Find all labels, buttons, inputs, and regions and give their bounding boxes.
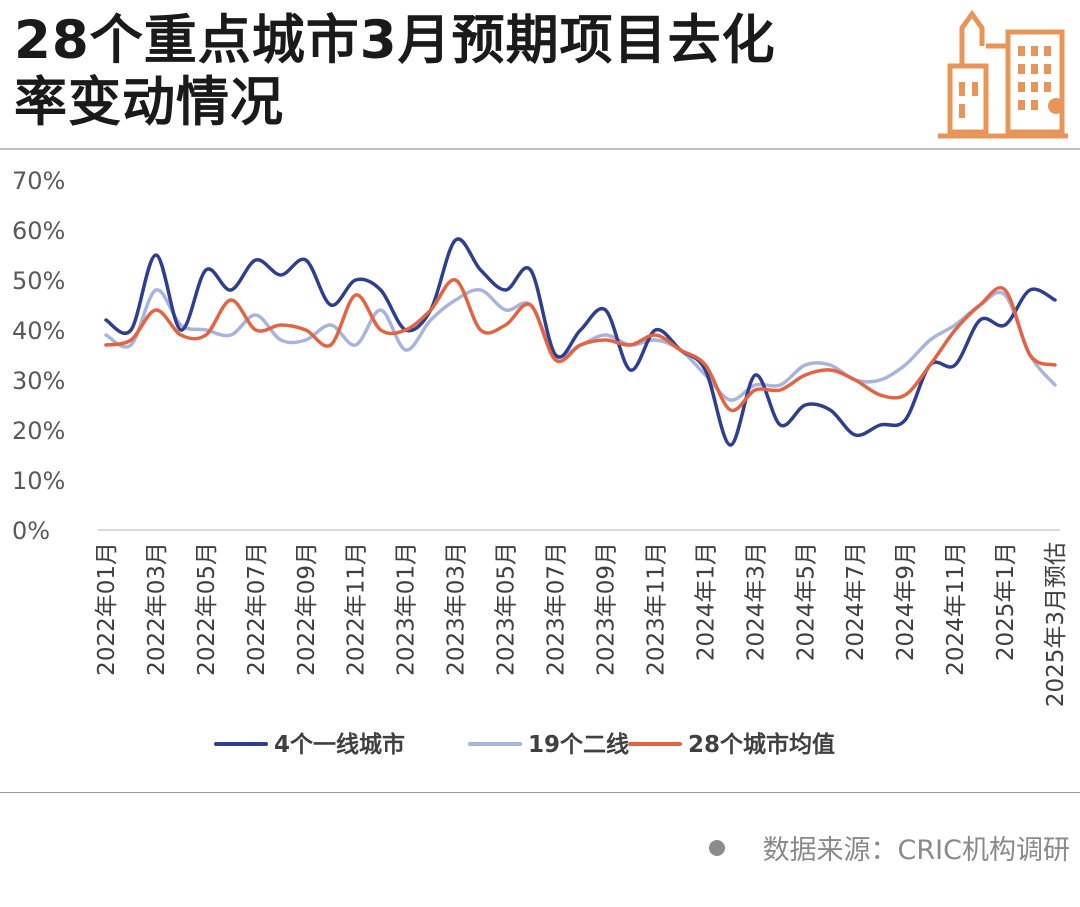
x-tick-label: 2024年9月 — [893, 542, 919, 661]
x-tick-label: 2025年1月 — [993, 542, 1019, 661]
source-text: 数据来源：CRIC机构调研 — [762, 835, 1070, 866]
x-tick-label: 2023年03月 — [444, 542, 470, 676]
series-line-0 — [104, 237, 1057, 447]
x-tick-label: 2023年11月 — [643, 542, 669, 676]
y-tick-label: 10% — [12, 467, 65, 495]
x-tick-label: 2023年09月 — [594, 542, 620, 676]
x-tick-label: 2023年07月 — [544, 542, 570, 676]
x-tick-label: 2022年01月 — [94, 542, 120, 676]
footer-divider — [0, 792, 1080, 793]
x-tick-label: 2022年11月 — [344, 542, 370, 676]
x-tick-label: 2022年05月 — [194, 542, 220, 676]
legend-item: 19个二线 — [468, 731, 629, 758]
y-tick-label: 30% — [12, 367, 65, 395]
x-tick-label: 2025年3月预估 — [1043, 542, 1069, 707]
data-source: 数据来源：CRIC机构调研 — [708, 828, 1070, 867]
x-tick-label: 2024年7月 — [843, 542, 869, 661]
legend-item: 4个一线城市 — [214, 731, 405, 758]
y-tick-label: 20% — [12, 417, 65, 445]
line-chart: 0% 10% 20% 30% 40% 50% 60% 70% 2022年01月 2022年03月… — [12, 167, 1069, 758]
x-tick-label: 2022年09月 — [294, 542, 320, 676]
x-tick-label: 2023年01月 — [394, 542, 420, 676]
series-line-2 — [104, 278, 1057, 413]
y-tick-label: 50% — [12, 267, 65, 295]
x-tick-label: 2024年3月 — [743, 542, 769, 661]
x-tick-label: 2023年05月 — [494, 542, 520, 676]
x-tick-label: 2022年07月 — [244, 542, 270, 676]
y-tick-label: 40% — [12, 317, 65, 345]
legend-label: 4个一线城市 — [274, 731, 405, 758]
page-title: 28个重点城市3月预期项目去化 率变动情况 — [14, 10, 776, 133]
x-axis: 2022年01月 2022年03月 2022年05月 2022年07月 2022年09月… — [94, 542, 1069, 707]
legend: 4个一线城市 19个二线 28个城市均值 — [214, 731, 835, 758]
y-tick-label: 0% — [12, 517, 50, 545]
y-axis: 0% 10% 20% 30% 40% 50% 60% 70% — [12, 167, 65, 545]
city-buildings-icon — [938, 9, 1068, 139]
x-tick-label: 2022年03月 — [144, 542, 170, 676]
header-divider — [0, 148, 1080, 150]
y-tick-label: 60% — [12, 217, 65, 245]
series-layer — [104, 237, 1057, 447]
legend-item: 28个城市均值 — [628, 731, 835, 758]
legend-label: 28个城市均值 — [688, 731, 835, 758]
x-tick-label: 2024年5月 — [793, 542, 819, 661]
legend-label: 19个二线 — [528, 731, 629, 758]
x-tick-label: 2024年1月 — [693, 542, 719, 661]
x-tick-label: 2024年11月 — [943, 542, 969, 676]
y-tick-label: 70% — [12, 167, 65, 195]
bullet-icon — [708, 839, 725, 856]
